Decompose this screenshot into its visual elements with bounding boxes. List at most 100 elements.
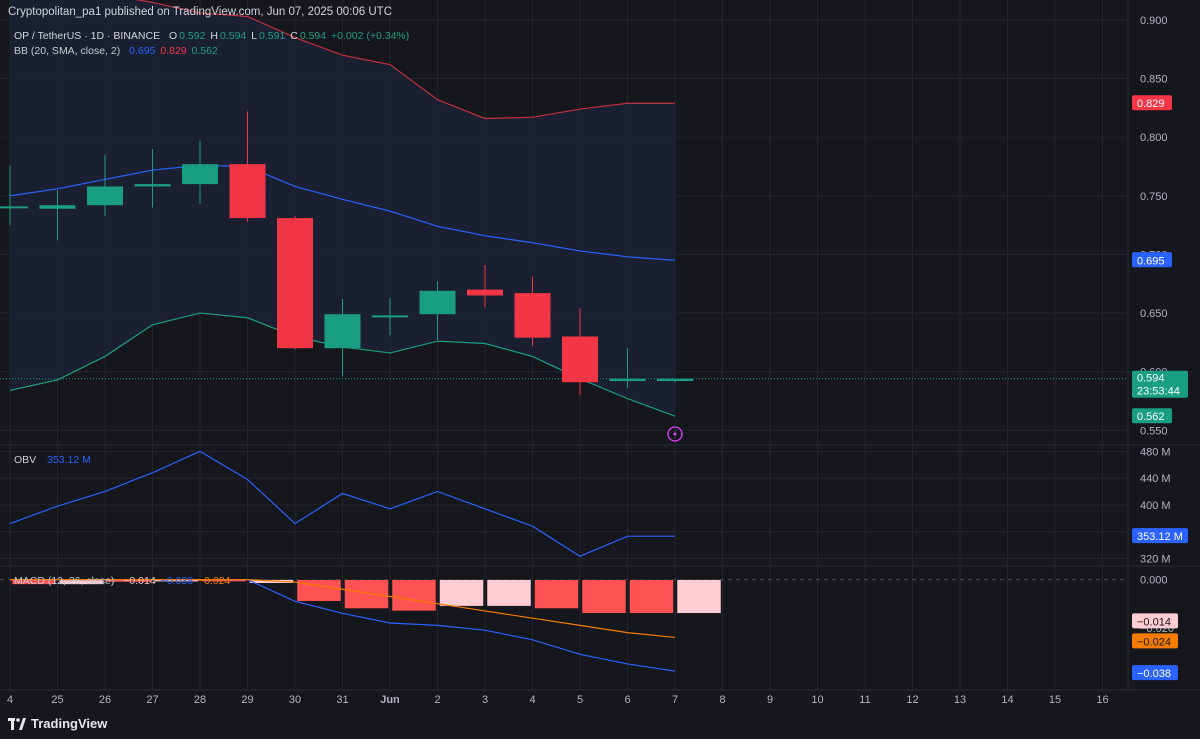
time-tick-label: 28 bbox=[194, 694, 206, 706]
symbol-label[interactable]: OP / TetherUS · 1D · BINANCE bbox=[14, 30, 161, 42]
candle bbox=[277, 215, 313, 350]
time-tick-label: 26 bbox=[99, 694, 111, 706]
macd-hist-tag: −0.014 bbox=[1132, 613, 1178, 629]
last-price-tag-bg bbox=[1132, 370, 1188, 398]
candle-body bbox=[467, 289, 503, 296]
candle bbox=[182, 140, 218, 205]
macd-signal-line bbox=[10, 579, 676, 639]
basis-tag: 0.695 bbox=[1132, 252, 1172, 268]
bollinger-upper-value: 0.829 bbox=[160, 45, 187, 57]
macd-signal-tag-bg bbox=[1132, 633, 1178, 649]
macd-histogram-bar bbox=[629, 579, 674, 614]
macd-histogram-bar bbox=[676, 579, 722, 614]
macd-legend[interactable]: MACD (12, 26, close) −0.014 −0.038 −0.02… bbox=[14, 575, 232, 587]
time-tick-label: 10 bbox=[811, 694, 823, 706]
obv-tick-label: 320 M bbox=[1140, 553, 1171, 565]
obv-pane[interactable] bbox=[9, 450, 675, 557]
macd-histogram-bar bbox=[534, 579, 579, 609]
macd-label[interactable]: MACD (12, 26, close) bbox=[14, 575, 115, 587]
macd-tick-label: 0.000 bbox=[1140, 575, 1168, 587]
brand-label: TradingView bbox=[31, 716, 108, 731]
tradingview-logo-icon bbox=[8, 717, 26, 730]
price-tick-label: 0.750 bbox=[1140, 191, 1168, 203]
countdown-text: 23:53:44 bbox=[1137, 386, 1180, 398]
macd-line-tag-bg bbox=[1132, 665, 1178, 681]
high-label: H bbox=[210, 30, 218, 42]
bollinger-shade bbox=[10, 0, 675, 417]
price-tick-label: 0.800 bbox=[1140, 132, 1168, 144]
bollinger-legend[interactable]: BB (20, SMA, close, 2) 0.695 0.829 0.562 bbox=[14, 45, 220, 57]
time-tick-label: 15 bbox=[1049, 694, 1061, 706]
candle bbox=[609, 348, 646, 389]
candle bbox=[324, 298, 361, 377]
obv-line bbox=[9, 450, 675, 557]
time-tick-label: Jun bbox=[380, 694, 400, 706]
time-tick-label: 2 bbox=[434, 694, 440, 706]
candle-body bbox=[562, 336, 598, 383]
bollinger-label[interactable]: BB (20, SMA, close, 2) bbox=[14, 45, 121, 57]
lower-band-tag-text: 0.562 bbox=[1137, 411, 1165, 423]
candle-body bbox=[372, 315, 408, 318]
candle-body bbox=[0, 206, 28, 209]
macd-histogram-bar bbox=[581, 579, 627, 614]
upper-band-tag-text: 0.829 bbox=[1137, 98, 1165, 110]
time-tick-label: 7 bbox=[672, 694, 678, 706]
macd-line-tag: −0.038 bbox=[1132, 665, 1178, 681]
macd-line-value: −0.038 bbox=[160, 575, 194, 587]
event-flash-bolt bbox=[673, 430, 677, 438]
candle-body bbox=[657, 378, 693, 382]
basis-tag-bg bbox=[1132, 252, 1172, 268]
candle bbox=[134, 148, 171, 208]
obv-tag-bg bbox=[1132, 528, 1188, 544]
time-tick-label: 13 bbox=[954, 694, 966, 706]
upper-band-tag-bg bbox=[1132, 95, 1172, 111]
macd-hist-tag-bg bbox=[1132, 613, 1178, 629]
price-tick-label: 0.550 bbox=[1140, 425, 1168, 437]
price-tick-label: 0.900 bbox=[1140, 15, 1168, 27]
macd-histogram-bar bbox=[486, 579, 532, 607]
time-tick-label: 12 bbox=[906, 694, 918, 706]
lower-band-tag: 0.562 bbox=[1132, 408, 1172, 424]
price-pane[interactable] bbox=[0, 0, 1128, 442]
candle bbox=[0, 165, 28, 226]
last-price-text: 0.594 bbox=[1137, 373, 1165, 385]
macd-hist-value: −0.014 bbox=[123, 575, 156, 587]
time-tick-label: 27 bbox=[146, 694, 158, 706]
publisher-header: Cryptopolitan_pa1 published on TradingVi… bbox=[8, 6, 393, 18]
low-label: L bbox=[251, 30, 258, 42]
macd-histogram-bar bbox=[344, 579, 389, 609]
candle-body bbox=[87, 186, 123, 206]
candle bbox=[87, 154, 123, 216]
macd-histogram-bar bbox=[391, 579, 437, 612]
obv-tick-label: 440 M bbox=[1140, 473, 1171, 485]
time-tick-label: 8 bbox=[719, 694, 725, 706]
candle-body bbox=[182, 164, 218, 185]
open-label: O bbox=[169, 30, 178, 42]
macd-line-tag-text: −0.038 bbox=[1137, 668, 1171, 680]
main-series-legend[interactable]: OP / TetherUS · 1D · BINANCE O 0.592 H 0.5… bbox=[14, 30, 411, 42]
candle bbox=[372, 297, 408, 336]
time-tick-label: 4 bbox=[529, 694, 535, 706]
tradingview-brand[interactable]: TradingView bbox=[8, 716, 107, 731]
macd-signal-tag: −0.024 bbox=[1132, 633, 1178, 649]
obv-legend[interactable]: OBV 353.12 M bbox=[14, 454, 93, 466]
lower-band-tag-bg bbox=[1132, 408, 1172, 424]
macd-hist-tag-text: −0.014 bbox=[1137, 616, 1171, 628]
candle bbox=[39, 189, 76, 241]
time-tick-label: 16 bbox=[1096, 694, 1108, 706]
macd-signal-value: −0.024 bbox=[197, 575, 231, 587]
obv-tick-label: 400 M bbox=[1140, 500, 1171, 512]
close-label: C bbox=[290, 30, 298, 42]
basis-tag-text: 0.695 bbox=[1137, 255, 1165, 267]
obv-tag: 353.12 M bbox=[1132, 528, 1188, 544]
macd-histogram-bar bbox=[296, 579, 342, 602]
bollinger-upper-line bbox=[134, 0, 675, 120]
event-flash-icon bbox=[667, 426, 683, 442]
time-tick-label: 3 bbox=[482, 694, 488, 706]
obv-tick-label: 480 M bbox=[1140, 446, 1171, 458]
obv-label[interactable]: OBV bbox=[14, 454, 37, 466]
macd-pane[interactable] bbox=[10, 579, 722, 672]
bollinger-basis-line bbox=[9, 164, 676, 261]
time-tick-label: 6 bbox=[624, 694, 630, 706]
